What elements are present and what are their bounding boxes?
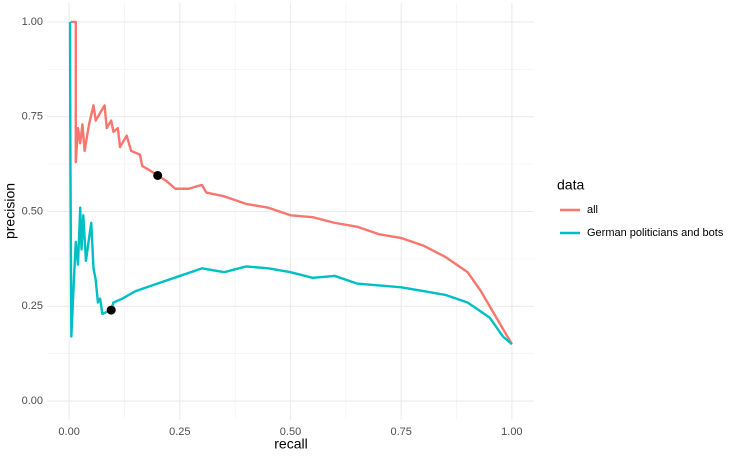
y-axis-title: precision [2, 183, 18, 239]
series-line [68, 21, 513, 346]
point [153, 170, 163, 180]
y-tick-label: 0.75 [22, 111, 43, 123]
y-tick-label: 0.00 [22, 395, 43, 407]
y-tick-label: 1.00 [22, 16, 43, 28]
legend-label: all [587, 204, 598, 216]
series-line [70, 20, 513, 345]
x-tick-label: 0.00 [58, 426, 79, 438]
legend-title: data [557, 177, 584, 193]
y-tick-label: 0.50 [22, 205, 43, 217]
point [106, 305, 116, 315]
x-tick-label: 0.25 [169, 426, 190, 438]
x-axis-title: recall [274, 436, 307, 452]
legend-label: German politicians and bots [587, 227, 724, 239]
x-tick-label: 0.50 [280, 426, 301, 438]
x-tick-label: 0.75 [390, 426, 411, 438]
x-tick-label: 1.00 [501, 426, 522, 438]
y-tick-label: 0.25 [22, 300, 43, 312]
